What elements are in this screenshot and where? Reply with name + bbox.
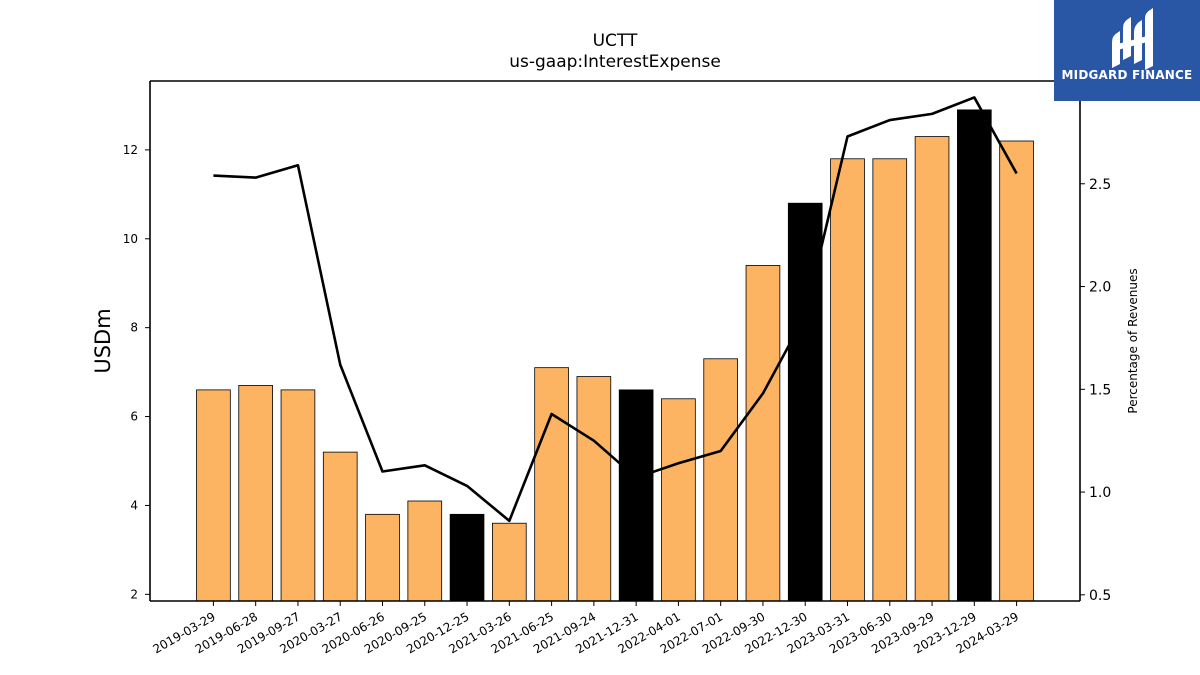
y2-tick-label: 2.5 — [1089, 177, 1111, 193]
y-tick-label: 10 — [123, 232, 138, 246]
bar — [449, 513, 485, 602]
midgard-logo-icon — [1112, 8, 1153, 70]
bar — [492, 522, 527, 602]
bar — [872, 158, 908, 602]
bar — [322, 451, 358, 602]
bar — [999, 140, 1034, 602]
y-tick-label: 2 — [130, 587, 138, 601]
chart-subtitle: us-gaap:InterestExpense — [509, 52, 721, 72]
chart-title: UCTT — [592, 31, 638, 51]
bar — [534, 367, 569, 602]
y2-tick-label: 0.5 — [1089, 588, 1111, 604]
bar — [576, 376, 612, 602]
bar — [914, 136, 950, 602]
y-tick-label: 12 — [123, 143, 138, 157]
y2-axis-label: Percentage of Revenues — [1126, 268, 1140, 413]
bar — [238, 385, 273, 602]
bar — [407, 500, 443, 602]
bar — [618, 389, 654, 602]
y-tick-label: 4 — [130, 498, 138, 512]
bar — [196, 389, 231, 602]
bar — [957, 109, 992, 602]
y-tick-label: 8 — [130, 321, 138, 335]
y2-tick-label: 2.0 — [1089, 280, 1111, 296]
logo-text: MIDGARD FINANCE — [1061, 68, 1193, 82]
bar — [830, 158, 865, 602]
bar — [365, 513, 400, 602]
y2-tick-label: 1.5 — [1089, 382, 1111, 398]
bar — [703, 358, 738, 602]
bar — [661, 398, 696, 602]
y-axis-label: USDm — [91, 308, 115, 373]
bar — [280, 389, 316, 602]
bar — [745, 265, 781, 602]
y2-tick-label: 1.0 — [1089, 485, 1111, 501]
midgard-finance-logo: MIDGARD FINANCE — [1054, 0, 1200, 101]
y-tick-label: 6 — [130, 410, 138, 424]
percentage-line — [213, 96, 1018, 523]
